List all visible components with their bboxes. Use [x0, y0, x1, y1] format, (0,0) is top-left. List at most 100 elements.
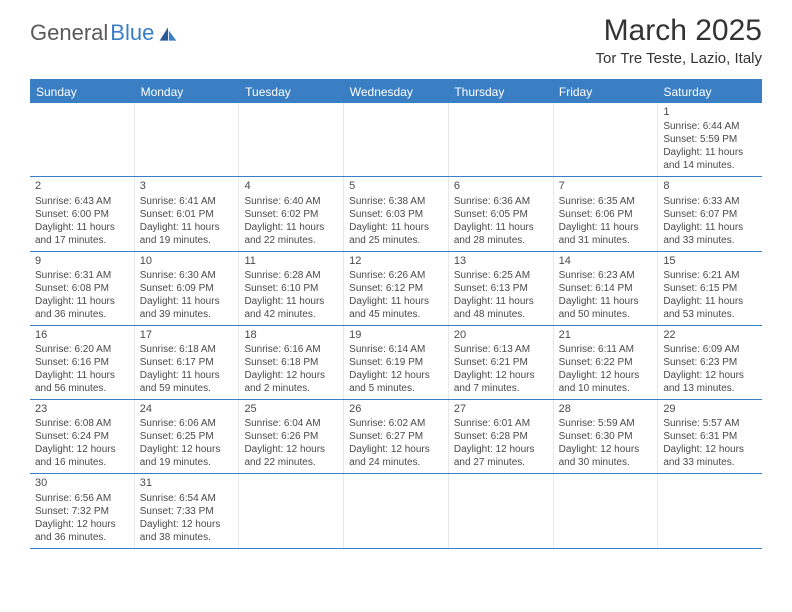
sunset-text: Sunset: 6:21 PM: [454, 356, 548, 369]
month-title: March 2025: [596, 14, 762, 48]
day-number: 24: [140, 402, 234, 416]
daylight-text: and 2 minutes.: [244, 382, 338, 395]
empty-cell: [658, 474, 762, 547]
empty-cell: [449, 474, 554, 547]
sunrise-text: Sunrise: 6:56 AM: [35, 492, 129, 505]
day-cell: 12Sunrise: 6:26 AMSunset: 6:12 PMDayligh…: [344, 252, 449, 325]
day-cell: 14Sunrise: 6:23 AMSunset: 6:14 PMDayligh…: [554, 252, 659, 325]
daylight-text: Daylight: 12 hours: [244, 443, 338, 456]
sunset-text: Sunset: 6:22 PM: [559, 356, 653, 369]
daylight-text: Daylight: 11 hours: [244, 221, 338, 234]
daylight-text: Daylight: 11 hours: [140, 221, 234, 234]
day-number: 16: [35, 328, 129, 342]
daylight-text: and 17 minutes.: [35, 234, 129, 247]
day-header-friday: Friday: [553, 81, 658, 103]
calendar: SundayMondayTuesdayWednesdayThursdayFrid…: [30, 79, 762, 549]
sunset-text: Sunset: 6:14 PM: [559, 282, 653, 295]
sunrise-text: Sunrise: 6:36 AM: [454, 195, 548, 208]
sunrise-text: Sunrise: 6:06 AM: [140, 417, 234, 430]
daylight-text: and 24 minutes.: [349, 456, 443, 469]
day-number: 12: [349, 254, 443, 268]
daylight-text: Daylight: 11 hours: [35, 221, 129, 234]
daylight-text: Daylight: 11 hours: [559, 295, 653, 308]
sunset-text: Sunset: 6:03 PM: [349, 208, 443, 221]
sunrise-text: Sunrise: 6:31 AM: [35, 269, 129, 282]
day-number: 9: [35, 254, 129, 268]
daylight-text: and 10 minutes.: [559, 382, 653, 395]
daylight-text: and 28 minutes.: [454, 234, 548, 247]
day-cell: 20Sunrise: 6:13 AMSunset: 6:21 PMDayligh…: [449, 326, 554, 399]
day-header-sunday: Sunday: [30, 81, 135, 103]
sunrise-text: Sunrise: 6:14 AM: [349, 343, 443, 356]
sunrise-text: Sunrise: 6:02 AM: [349, 417, 443, 430]
sunset-text: Sunset: 5:59 PM: [663, 133, 757, 146]
daylight-text: and 16 minutes.: [35, 456, 129, 469]
sunrise-text: Sunrise: 6:01 AM: [454, 417, 548, 430]
daylight-text: and 5 minutes.: [349, 382, 443, 395]
sunset-text: Sunset: 7:33 PM: [140, 505, 234, 518]
daylight-text: Daylight: 11 hours: [349, 221, 443, 234]
empty-cell: [239, 474, 344, 547]
daylight-text: Daylight: 12 hours: [349, 443, 443, 456]
sunset-text: Sunset: 6:19 PM: [349, 356, 443, 369]
sunrise-text: Sunrise: 6:28 AM: [244, 269, 338, 282]
sunrise-text: Sunrise: 6:11 AM: [559, 343, 653, 356]
daylight-text: and 36 minutes.: [35, 308, 129, 321]
daylight-text: and 22 minutes.: [244, 234, 338, 247]
daylight-text: and 19 minutes.: [140, 456, 234, 469]
daylight-text: Daylight: 11 hours: [140, 369, 234, 382]
daylight-text: Daylight: 12 hours: [663, 443, 757, 456]
day-number: 1: [663, 105, 757, 119]
day-number: 30: [35, 476, 129, 490]
sunrise-text: Sunrise: 6:18 AM: [140, 343, 234, 356]
daylight-text: and 19 minutes.: [140, 234, 234, 247]
sunset-text: Sunset: 6:13 PM: [454, 282, 548, 295]
daylight-text: and 33 minutes.: [663, 234, 757, 247]
sunrise-text: Sunrise: 6:43 AM: [35, 195, 129, 208]
week-row: 16Sunrise: 6:20 AMSunset: 6:16 PMDayligh…: [30, 326, 762, 400]
day-number: 29: [663, 402, 757, 416]
logo-text-general: General: [30, 20, 108, 46]
day-number: 28: [559, 402, 653, 416]
sunset-text: Sunset: 6:31 PM: [663, 430, 757, 443]
day-number: 19: [349, 328, 443, 342]
daylight-text: Daylight: 11 hours: [559, 221, 653, 234]
daylight-text: Daylight: 11 hours: [663, 146, 757, 159]
sunset-text: Sunset: 6:07 PM: [663, 208, 757, 221]
daylight-text: and 27 minutes.: [454, 456, 548, 469]
sunrise-text: Sunrise: 6:20 AM: [35, 343, 129, 356]
daylight-text: Daylight: 11 hours: [35, 295, 129, 308]
sunset-text: Sunset: 6:23 PM: [663, 356, 757, 369]
sunrise-text: Sunrise: 6:33 AM: [663, 195, 757, 208]
day-number: 5: [349, 179, 443, 193]
daylight-text: Daylight: 11 hours: [663, 221, 757, 234]
day-number: 11: [244, 254, 338, 268]
week-row: 9Sunrise: 6:31 AMSunset: 6:08 PMDaylight…: [30, 252, 762, 326]
daylight-text: and 56 minutes.: [35, 382, 129, 395]
day-cell: 5 Sunrise: 6:38 AMSunset: 6:03 PMDaylight…: [344, 177, 449, 250]
daylight-text: and 50 minutes.: [559, 308, 653, 321]
sunrise-text: Sunrise: 6:40 AM: [244, 195, 338, 208]
sunset-text: Sunset: 6:06 PM: [559, 208, 653, 221]
sunset-text: Sunset: 6:17 PM: [140, 356, 234, 369]
day-header-thursday: Thursday: [448, 81, 553, 103]
daylight-text: Daylight: 12 hours: [140, 443, 234, 456]
sunrise-text: Sunrise: 6:25 AM: [454, 269, 548, 282]
day-cell: 16Sunrise: 6:20 AMSunset: 6:16 PMDayligh…: [30, 326, 135, 399]
sunset-text: Sunset: 7:32 PM: [35, 505, 129, 518]
daylight-text: Daylight: 11 hours: [349, 295, 443, 308]
week-row: 2Sunrise: 6:43 AMSunset: 6:00 PMDaylight…: [30, 177, 762, 251]
day-number: 25: [244, 402, 338, 416]
sunset-text: Sunset: 6:18 PM: [244, 356, 338, 369]
day-cell: 23Sunrise: 6:08 AMSunset: 6:24 PMDayligh…: [30, 400, 135, 473]
sunset-text: Sunset: 6:26 PM: [244, 430, 338, 443]
empty-cell: [30, 103, 135, 176]
sunrise-text: Sunrise: 6:38 AM: [349, 195, 443, 208]
daylight-text: Daylight: 11 hours: [35, 369, 129, 382]
day-cell: 18Sunrise: 6:16 AMSunset: 6:18 PMDayligh…: [239, 326, 344, 399]
day-cell: 17Sunrise: 6:18 AMSunset: 6:17 PMDayligh…: [135, 326, 240, 399]
daylight-text: and 25 minutes.: [349, 234, 443, 247]
day-number: 6: [454, 179, 548, 193]
sunrise-text: Sunrise: 6:16 AM: [244, 343, 338, 356]
day-number: 3: [140, 179, 234, 193]
